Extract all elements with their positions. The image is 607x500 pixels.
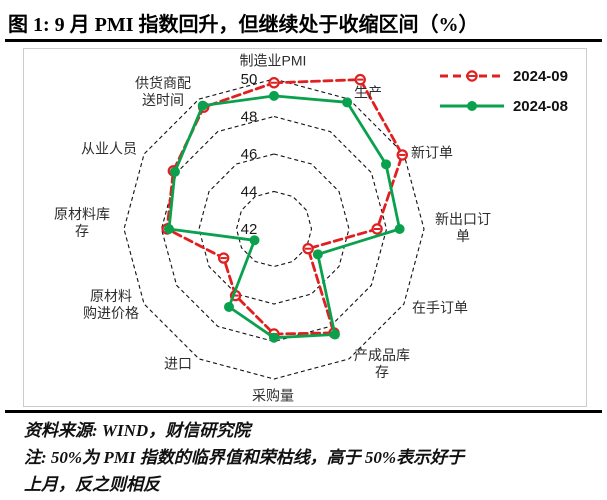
radial-tick-label: 50 (241, 71, 258, 88)
figure-title: 图 1: 9 月 PMI 指数回升，但继续处于收缩区间（%） (8, 14, 479, 36)
data-point-2024-08-新出口订单 (394, 224, 405, 234)
axis-label-原材料库存: 原材料库 存 (54, 206, 110, 239)
data-point-2024-08-产成品库存 (329, 329, 340, 340)
axis-label-采购量: 采购量 (252, 387, 294, 404)
axis-label-进口: 进口 (164, 355, 192, 372)
title-rule (5, 39, 602, 42)
radar-chart: 42 44 46 48 50 (123, 71, 425, 380)
legend-solid-line-icon (439, 101, 504, 111)
grid-ring-44 (235, 190, 313, 268)
legend-label-2024-08: 2024-08 (512, 97, 568, 115)
axis-label-从业人员: 从业人员 (81, 140, 137, 157)
source-rule (5, 410, 602, 413)
note-text-line2: 上月，反之则相反 (24, 475, 160, 494)
series-line-2024-08 (167, 94, 402, 340)
axis-label-原材料购进价格: 原材料 购进价格 (83, 288, 139, 321)
legend-label-2024-09: 2024-09 (512, 67, 568, 85)
radial-tick-label: 46 (241, 146, 258, 163)
grid-ring-46 (198, 153, 350, 305)
radial-tick-label: 42 (241, 221, 258, 238)
series-line-2024-09 (165, 78, 404, 336)
data-point-2024-08-原材料购进价格 (249, 235, 260, 246)
axis-label-供货商配送时间: 供货商配 送时间 (135, 75, 191, 108)
data-point-2024-08-从业人员 (169, 166, 180, 177)
data-point-2024-08-原材料库存 (164, 224, 174, 234)
source-text: 资料来源: WIND，财信研究院 (24, 421, 251, 440)
data-point-2024-08-制造业PMI (269, 90, 279, 101)
legend-item-2024-09: 2024-09 (439, 61, 568, 91)
data-point-2024-08-采购量 (269, 332, 279, 343)
data-point-2024-08-供货商配送时间 (197, 100, 208, 111)
axis-label-在手订单: 在手订单 (412, 299, 468, 316)
note-text-line1: 注: 50%为 PMI 指数的临界值和荣枯线，高于 50%表示好于 (24, 448, 465, 467)
axis-label-制造业PMI: 制造业PMI (239, 52, 307, 69)
grid-ring-48 (160, 115, 388, 343)
legend: 2024-09 2024-08 (439, 61, 568, 121)
radial-tick-label: 44 (241, 184, 258, 201)
axis-label-新订单: 新订单 (411, 144, 453, 161)
axis-label-生产: 生产 (354, 84, 382, 101)
data-point-2024-08-在手订单 (312, 249, 323, 260)
radial-tick-label: 48 (241, 109, 258, 126)
legend-item-2024-08: 2024-08 (439, 91, 568, 121)
data-point-2024-08-新订单 (381, 159, 392, 170)
chart-area: 42 44 46 48 50 制造业PMI 生产新订单新出口订 单在手订单产成品库 存采购… (23, 48, 587, 407)
axis-label-新出口订单: 新出口订 单 (435, 211, 491, 244)
source-note-block: 资料来源: WIND，财信研究院 注: 50%为 PMI 指数的临界值和荣枯线，… (24, 417, 594, 498)
legend-dashed-line-icon (439, 70, 504, 82)
data-point-2024-08-生产 (342, 97, 353, 108)
data-point-2024-08-进口 (224, 301, 234, 312)
axis-label-产成品库存: 产成品库 存 (354, 347, 410, 380)
